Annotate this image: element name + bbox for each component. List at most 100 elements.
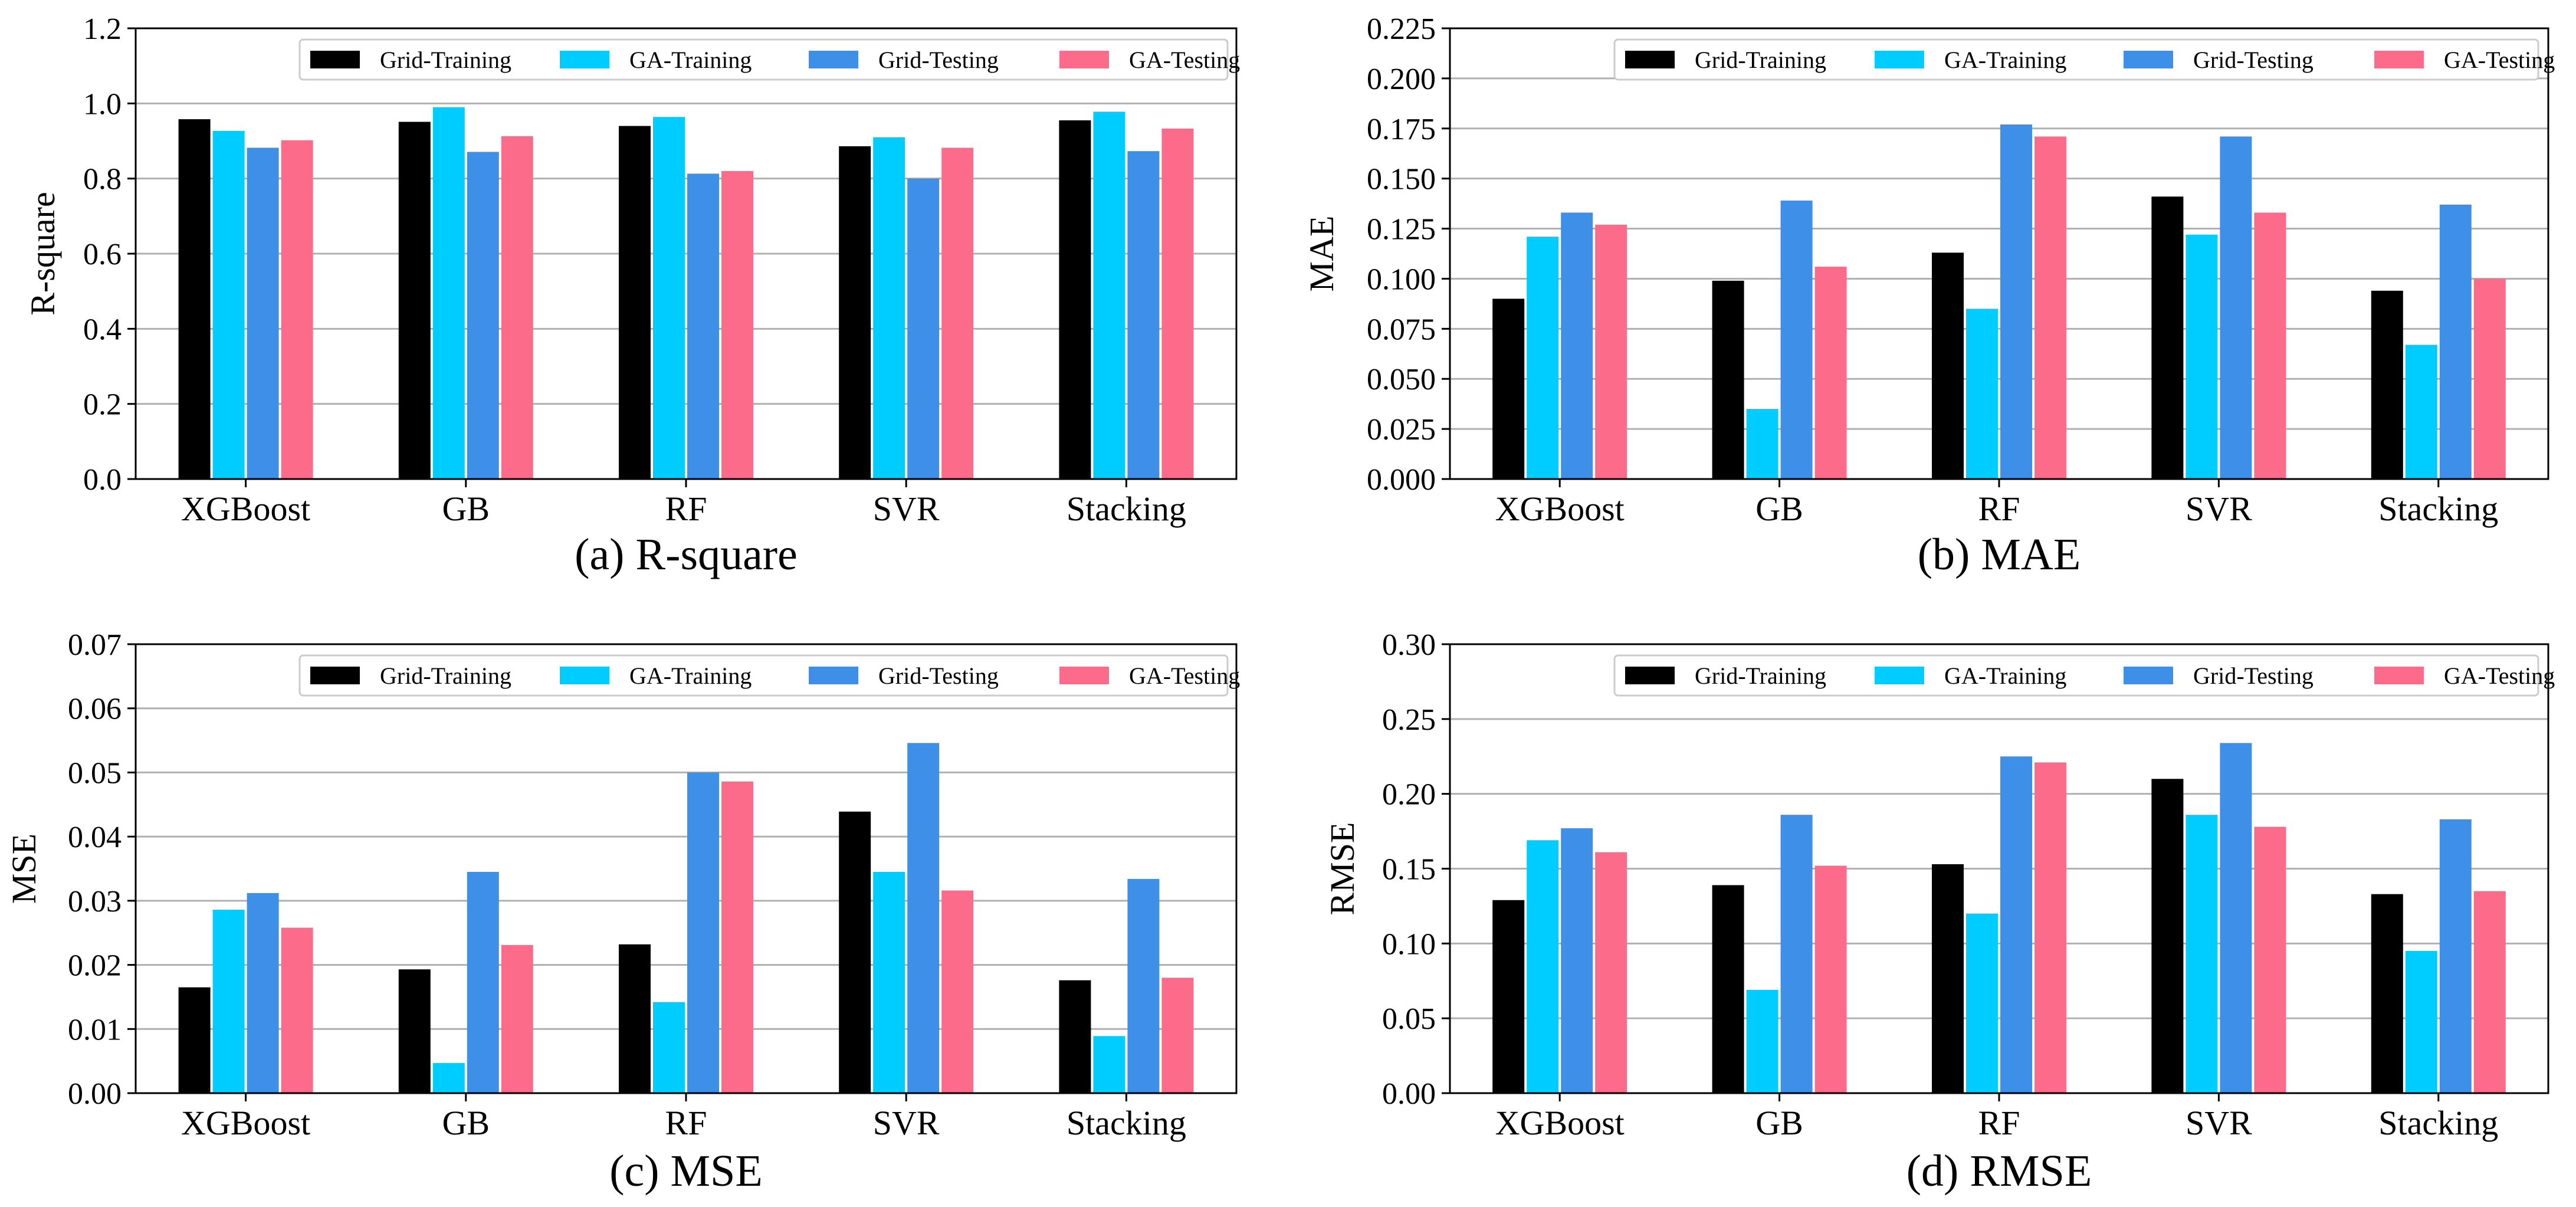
mse-legend-label: Grid-Testing	[878, 662, 999, 689]
mae-ytick-label: 0.125	[1367, 213, 1436, 247]
mae-bar-grid-testing-xgboost	[1561, 212, 1593, 479]
mse-bar-grid-testing-stacking	[1127, 878, 1160, 1093]
mae-bar-grid-training-rf	[1932, 252, 1964, 479]
mse-legend-swatch	[809, 667, 858, 684]
r2-legend: Grid-Training GA-Training Grid-Testing GA-T…	[298, 38, 1240, 81]
mae-ylabel: MAE	[1302, 216, 1341, 292]
rmse-caption: (d) RMSE	[1906, 1146, 2092, 1196]
mae-ytick-label: 0.000	[1367, 463, 1436, 497]
mae-legend-label: GA-Training	[1944, 47, 2066, 73]
mse-bar-ga-training-xgboost	[212, 910, 245, 1093]
mse-bar-ga-testing-rf	[721, 781, 753, 1093]
r2-legend-label: GA-Training	[629, 47, 752, 73]
mae-bar-ga-testing-svr	[2254, 212, 2286, 479]
mse-ytick-label: 0.06	[68, 693, 122, 726]
rmse-bar-grid-testing-rf	[2000, 756, 2032, 1093]
r2-ylabel: R-square	[24, 192, 62, 315]
mae-ytick-label: 0.050	[1367, 363, 1436, 396]
mse-bar-grid-training-gb	[398, 969, 431, 1093]
rmse-bar-grid-testing-svr	[2220, 743, 2252, 1093]
rmse-legend-swatch	[2124, 667, 2173, 684]
rmse-bar-ga-testing-rf	[2034, 762, 2066, 1093]
mse-ytick-label: 0.07	[68, 628, 122, 662]
rmse-bar-grid-training-xgboost	[1492, 900, 1525, 1093]
mse-legend-swatch	[560, 667, 609, 684]
mae-bar-ga-training-svr	[2186, 234, 2218, 479]
mae-xtick-label: SVR	[2186, 490, 2252, 528]
r2-bar-grid-testing-stacking	[1127, 151, 1160, 479]
chart-mae: 0.000 0.025 0.050 0.075 0.100 0.125 0.150 0.175…	[1302, 12, 2555, 579]
mse-bar-ga-testing-xgboost	[281, 927, 313, 1093]
mse-legend-box	[298, 654, 1229, 697]
chart-mse: 0.00 0.01 0.02 0.03 0.04 0.05 0.06 0.07 XGBoost G…	[5, 628, 1240, 1196]
r2-ytick-label: 0.2	[83, 388, 122, 422]
rmse-axes-frame	[1449, 643, 2549, 1094]
rmse-xtick-label: SVR	[2186, 1104, 2252, 1142]
mse-legend: Grid-Training GA-Training Grid-Testing GA-T…	[298, 654, 1240, 697]
r2-bar-ga-testing-rf	[721, 170, 753, 479]
mae-bar-ga-testing-xgboost	[1595, 224, 1627, 479]
r2-legend-label: Grid-Testing	[878, 47, 999, 73]
rmse-ytick-label: 0.00	[1382, 1077, 1436, 1111]
mse-xtick-label: RF	[665, 1104, 707, 1142]
rmse-bar-grid-training-stacking	[2371, 894, 2403, 1093]
mae-bar-grid-training-svr	[2151, 196, 2184, 479]
r2-bar-grid-training-svr	[839, 146, 871, 479]
rmse-legend: Grid-Training GA-Training Grid-Testing GA-T…	[1613, 654, 2555, 697]
r2-bar-ga-testing-stacking	[1161, 128, 1194, 480]
r2-caption: (a) R-square	[575, 530, 798, 579]
chart-rmse: 0.00 0.05 0.10 0.15 0.20 0.25 0.30 XGBoost GB RF S…	[1323, 628, 2555, 1196]
mse-legend-label: Grid-Training	[380, 662, 511, 689]
rmse-xtick-label: RF	[1978, 1104, 2020, 1142]
mae-ytick-label: 0.150	[1367, 163, 1436, 196]
rmse-legend-label: GA-Training	[1944, 662, 2066, 689]
mse-ytick-label: 0.03	[68, 885, 122, 919]
mse-bar-ga-training-gb	[432, 1062, 465, 1093]
mse-legend-swatch	[1059, 667, 1109, 684]
mse-bar-ga-training-rf	[653, 1002, 685, 1093]
rmse-bar-grid-testing-stacking	[2439, 819, 2472, 1093]
rmse-bar-grid-training-svr	[2151, 779, 2184, 1093]
rmse-bar-ga-training-xgboost	[1527, 840, 1559, 1093]
mse-bar-grid-training-svr	[839, 811, 871, 1093]
r2-bar-ga-testing-xgboost	[281, 140, 313, 479]
mae-bar-ga-training-xgboost	[1527, 237, 1559, 479]
mae-xtick-label: GB	[1755, 490, 1803, 528]
mse-bar-ga-testing-stacking	[1161, 978, 1194, 1093]
r2-xtick-label: RF	[665, 490, 707, 528]
mse-ytick-label: 0.02	[68, 949, 122, 983]
rmse-legend-label: GA-Testing	[2444, 662, 2555, 689]
mse-caption: (c) MSE	[609, 1146, 763, 1196]
rmse-bar-grid-training-gb	[1712, 885, 1744, 1093]
rmse-bar-ga-testing-xgboost	[1595, 852, 1627, 1093]
rmse-bar-ga-testing-gb	[1814, 865, 1847, 1093]
rmse-ytick-label: 0.15	[1382, 853, 1436, 887]
r2-legend-swatch	[809, 51, 858, 68]
rmse-legend-swatch	[1875, 667, 1924, 684]
r2-xtick-label: SVR	[873, 490, 940, 528]
r2-bar-ga-training-svr	[873, 137, 905, 480]
mae-bar-grid-training-xgboost	[1492, 299, 1525, 479]
mae-bar-grid-testing-rf	[2000, 124, 2032, 479]
mse-bar-grid-training-stacking	[1059, 980, 1091, 1093]
mse-legend-swatch	[310, 667, 360, 684]
mae-bar-ga-testing-stacking	[2473, 278, 2506, 479]
mae-axes-frame	[1449, 27, 2549, 480]
mse-bar-grid-testing-rf	[687, 772, 719, 1093]
r2-bar-grid-testing-svr	[907, 178, 940, 479]
mse-ytick-label: 0.05	[68, 756, 122, 790]
rmse-bar-ga-training-gb	[1746, 989, 1778, 1093]
mae-ytick-label: 0.175	[1367, 113, 1436, 146]
mae-ytick-label: 0.075	[1367, 313, 1436, 346]
mae-legend-label: Grid-Training	[1695, 47, 1826, 73]
mae-bar-grid-training-gb	[1712, 280, 1744, 479]
mae-legend-swatch	[2374, 51, 2424, 68]
r2-ytick-label: 0.0	[83, 463, 122, 497]
mae-legend-swatch	[1625, 51, 1675, 68]
rmse-legend-swatch	[2374, 667, 2424, 684]
mse-bar-grid-training-xgboost	[178, 987, 211, 1093]
mse-ytick-label: 0.04	[68, 821, 122, 854]
r2-legend-box	[298, 38, 1229, 81]
r2-bar-grid-testing-xgboost	[247, 147, 279, 479]
r2-axes-frame	[134, 27, 1238, 480]
